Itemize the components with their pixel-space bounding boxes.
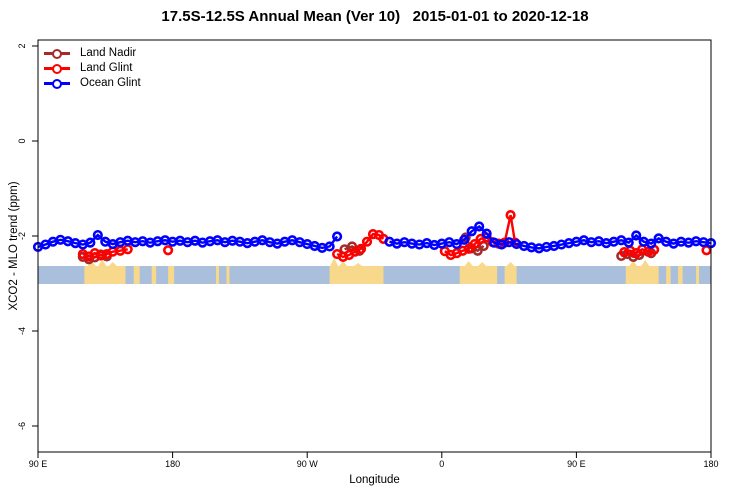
data-point [475,233,486,244]
map-strip-land [666,266,671,284]
x-tick-label: 90 E [567,459,586,469]
y-tick-label: 2 [17,43,27,48]
map-strip-peak [629,261,638,266]
data-point [85,237,96,248]
map-strip-land [625,266,659,284]
data-point [466,226,477,237]
map-strip-peak [98,259,107,266]
legend-item-1: Land Glint [44,61,141,76]
map-strip-land [678,266,683,284]
ocean-glint-marker-icon [44,78,70,89]
land-glint-marker-icon [44,63,70,74]
x-tick-label: 180 [703,459,718,469]
legend-item-2: Ocean Glint [44,76,141,91]
map-strip-peak [339,261,348,266]
map-strip-peak [641,260,650,266]
map-strip-peak [108,262,117,266]
data-point [646,238,657,249]
map-strip-land [168,266,175,284]
y-axis-title: XCO2 - MLO trend (ppm) [8,181,20,311]
legend-label-land-glint: Land Glint [80,62,133,74]
data-point [163,245,174,256]
data-point [474,221,485,232]
data-point [463,243,474,254]
map-strip-peak [354,263,363,266]
map-strip-land [215,266,219,284]
x-tick-label: 0 [439,459,444,469]
data-point [623,237,634,248]
map-strip-land [696,266,700,284]
data-point [451,238,462,250]
data-point [92,229,103,241]
series-ocean-glint [32,221,717,254]
map-strip-land [329,266,384,284]
legend: Land Nadir Land Glint Ocean Glint [44,46,141,91]
y-tick-label: -6 [17,422,27,430]
data-point [324,241,335,252]
data-point [505,210,516,221]
data-point [481,228,492,239]
y-tick-label: -4 [17,327,27,335]
map-strip-land [133,266,140,284]
map-strip [38,258,711,284]
map-strip-land [459,266,498,284]
y-tick-label: -2 [17,232,27,240]
data-point [361,236,373,247]
x-tick-label: 90 E [29,459,48,469]
map-strip-peak [478,262,487,266]
x-tick-label: 180 [165,459,180,469]
legend-item-0: Land Nadir [44,46,141,61]
data-point [459,234,470,245]
data-point [619,247,630,258]
x-tick-label: 90 W [297,459,319,469]
data-point [469,238,480,250]
map-strip-land [151,266,157,284]
data-point [367,229,379,240]
map-strip-peak [87,261,96,266]
map-strip-land [504,266,517,284]
legend-label-ocean-glint: Ocean Glint [80,77,141,89]
data-point [95,250,106,261]
data-point [355,243,367,254]
map-strip-land [226,266,230,284]
land-nadir-marker-icon [44,48,70,59]
map-strip-peak [330,258,339,266]
map-strip-peak [464,261,473,266]
data-point [701,245,712,256]
plot-border [37,39,712,453]
data-point [631,230,642,241]
map-strip-land [84,266,126,284]
legend-label-land-nadir: Land Nadir [80,47,137,59]
y-tick-label: 0 [17,138,27,143]
map-strip-peak [506,262,515,266]
chart-title: 17.5S-12.5S Annual Mean (Ver 10) 2015-01… [161,8,589,25]
data-point [332,231,343,242]
x-axis-title: Longitude [349,474,400,486]
series-land-glint [77,210,712,262]
